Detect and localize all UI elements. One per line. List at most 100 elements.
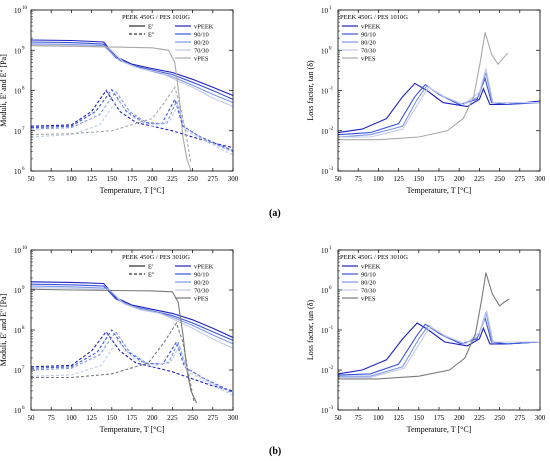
series-line-90-10 bbox=[338, 316, 540, 376]
y-tick-exponent: -3 bbox=[329, 406, 334, 411]
x-tick-label: 100 bbox=[373, 414, 384, 422]
x-tick-label: 150 bbox=[107, 175, 118, 183]
legend-title: PEEK 450G / PES 3010G bbox=[340, 254, 408, 261]
x-tick-label: 250 bbox=[494, 414, 505, 422]
y-tick-label: 10 bbox=[321, 327, 329, 335]
y-tick-exponent: -1 bbox=[329, 326, 334, 331]
y-axis-label: Moduli, E' and E'' [Pa] bbox=[0, 54, 8, 127]
legend-series-label: 70/30 bbox=[361, 288, 376, 295]
series-line-vPEEK bbox=[31, 39, 233, 97]
series-line-80-20 bbox=[338, 311, 540, 377]
y-tick-exponent: 1 bbox=[329, 246, 332, 251]
y-tick-label: 10 bbox=[321, 47, 329, 55]
x-tick-label: 75 bbox=[355, 414, 363, 422]
x-tick-label: 275 bbox=[208, 175, 219, 183]
x-tick-label: 175 bbox=[127, 414, 138, 422]
y-tick-exponent: 8 bbox=[22, 87, 25, 92]
y-tick-exponent: 0 bbox=[329, 286, 332, 291]
legend-series-label: 90/10 bbox=[194, 32, 209, 39]
x-tick-label: 275 bbox=[515, 175, 526, 183]
x-tick-label: 200 bbox=[454, 414, 465, 422]
y-tick-label: 10 bbox=[14, 7, 22, 15]
y-tick-exponent: -1 bbox=[329, 87, 334, 92]
series-line-70-30-loss-modulus bbox=[31, 339, 233, 396]
y-tick-label: 10 bbox=[321, 287, 329, 295]
series-line-vPES-loss-modulus bbox=[31, 321, 195, 404]
y-tick-label: 10 bbox=[321, 367, 329, 375]
x-axis-label: Temperature, T [°C] bbox=[100, 186, 165, 195]
x-tick-label: 125 bbox=[86, 175, 97, 183]
x-tick-label: 150 bbox=[414, 414, 425, 422]
legend-series-label: 70/30 bbox=[361, 48, 376, 55]
legend-series-label: vPEEK bbox=[361, 24, 381, 31]
x-tick-label: 75 bbox=[48, 414, 56, 422]
x-tick-label: 225 bbox=[474, 175, 485, 183]
y-tick-exponent: 10 bbox=[22, 246, 28, 251]
legend-style-label: E' bbox=[148, 24, 153, 31]
y-tick-exponent: 6 bbox=[22, 406, 25, 411]
x-tick-label: 150 bbox=[414, 175, 425, 183]
x-tick-label: 125 bbox=[393, 175, 404, 183]
y-tick-label: 10 bbox=[14, 47, 22, 55]
series-line-80-20-loss-modulus bbox=[31, 90, 233, 153]
series-line-vPEEK bbox=[338, 322, 540, 375]
x-tick-label: 175 bbox=[434, 175, 445, 183]
y-tick-label: 10 bbox=[14, 327, 22, 335]
legend-series-label: vPES bbox=[194, 296, 209, 303]
y-tick-exponent: 8 bbox=[22, 326, 25, 331]
y-tick-label: 10 bbox=[14, 287, 22, 295]
x-tick-label: 275 bbox=[208, 414, 219, 422]
x-tick-label: 250 bbox=[187, 175, 198, 183]
series-line-vPES bbox=[338, 32, 509, 141]
y-tick-label: 10 bbox=[14, 367, 22, 375]
series-line-vPEEK bbox=[31, 281, 233, 339]
y-tick-exponent: 7 bbox=[22, 127, 25, 132]
panel-label-a: (a) bbox=[269, 208, 281, 219]
x-tick-label: 300 bbox=[228, 175, 239, 183]
series-line-70-30 bbox=[338, 68, 540, 138]
y-tick-exponent: 9 bbox=[22, 46, 25, 51]
x-tick-label: 50 bbox=[28, 175, 36, 183]
x-tick-label: 150 bbox=[107, 414, 118, 422]
y-tick-exponent: 7 bbox=[22, 366, 25, 371]
legend-title: PEEK 450G / PES 1010G bbox=[122, 14, 190, 21]
legend-series-label: vPES bbox=[361, 56, 376, 63]
y-tick-exponent: -2 bbox=[329, 366, 334, 371]
legend-style-label: E'' bbox=[148, 32, 154, 39]
legend-title: PEEK 450G / PES 1010G bbox=[340, 14, 408, 21]
legend-series-label: 70/30 bbox=[194, 288, 209, 295]
legend-series-label: 80/20 bbox=[194, 40, 209, 47]
x-axis-label: Temperature, T [°C] bbox=[407, 186, 472, 195]
x-tick-label: 175 bbox=[127, 175, 138, 183]
x-tick-label: 300 bbox=[228, 414, 239, 422]
y-tick-exponent: -2 bbox=[329, 127, 334, 132]
legend-series-label: 90/10 bbox=[361, 272, 376, 279]
x-tick-label: 125 bbox=[86, 414, 97, 422]
legend-series-label: vPEEK bbox=[194, 264, 214, 271]
x-axis-label: Temperature, T [°C] bbox=[100, 425, 165, 434]
y-tick-exponent: 6 bbox=[22, 167, 25, 172]
y-tick-label: 10 bbox=[321, 7, 329, 15]
x-tick-label: 125 bbox=[393, 414, 404, 422]
series-line-vPES bbox=[31, 288, 198, 404]
series-line-80-20 bbox=[31, 285, 233, 345]
y-tick-label: 10 bbox=[321, 88, 329, 96]
series-line-vPEEK bbox=[338, 82, 540, 134]
panel-label-b: (b) bbox=[269, 446, 282, 457]
x-tick-label: 200 bbox=[147, 414, 158, 422]
x-tick-label: 175 bbox=[434, 414, 445, 422]
x-tick-label: 50 bbox=[335, 175, 343, 183]
x-tick-label: 100 bbox=[66, 175, 77, 183]
y-tick-label: 10 bbox=[14, 407, 22, 415]
y-tick-label: 10 bbox=[321, 128, 329, 136]
y-tick-label: 10 bbox=[321, 407, 329, 415]
legend-series-label: vPEEK bbox=[194, 24, 214, 31]
x-tick-label: 50 bbox=[28, 414, 36, 422]
y-tick-label: 10 bbox=[321, 168, 329, 176]
x-tick-label: 100 bbox=[373, 175, 384, 183]
legend-series-label: 90/10 bbox=[361, 32, 376, 39]
series-line-70-30 bbox=[31, 287, 233, 349]
x-tick-label: 200 bbox=[147, 175, 158, 183]
